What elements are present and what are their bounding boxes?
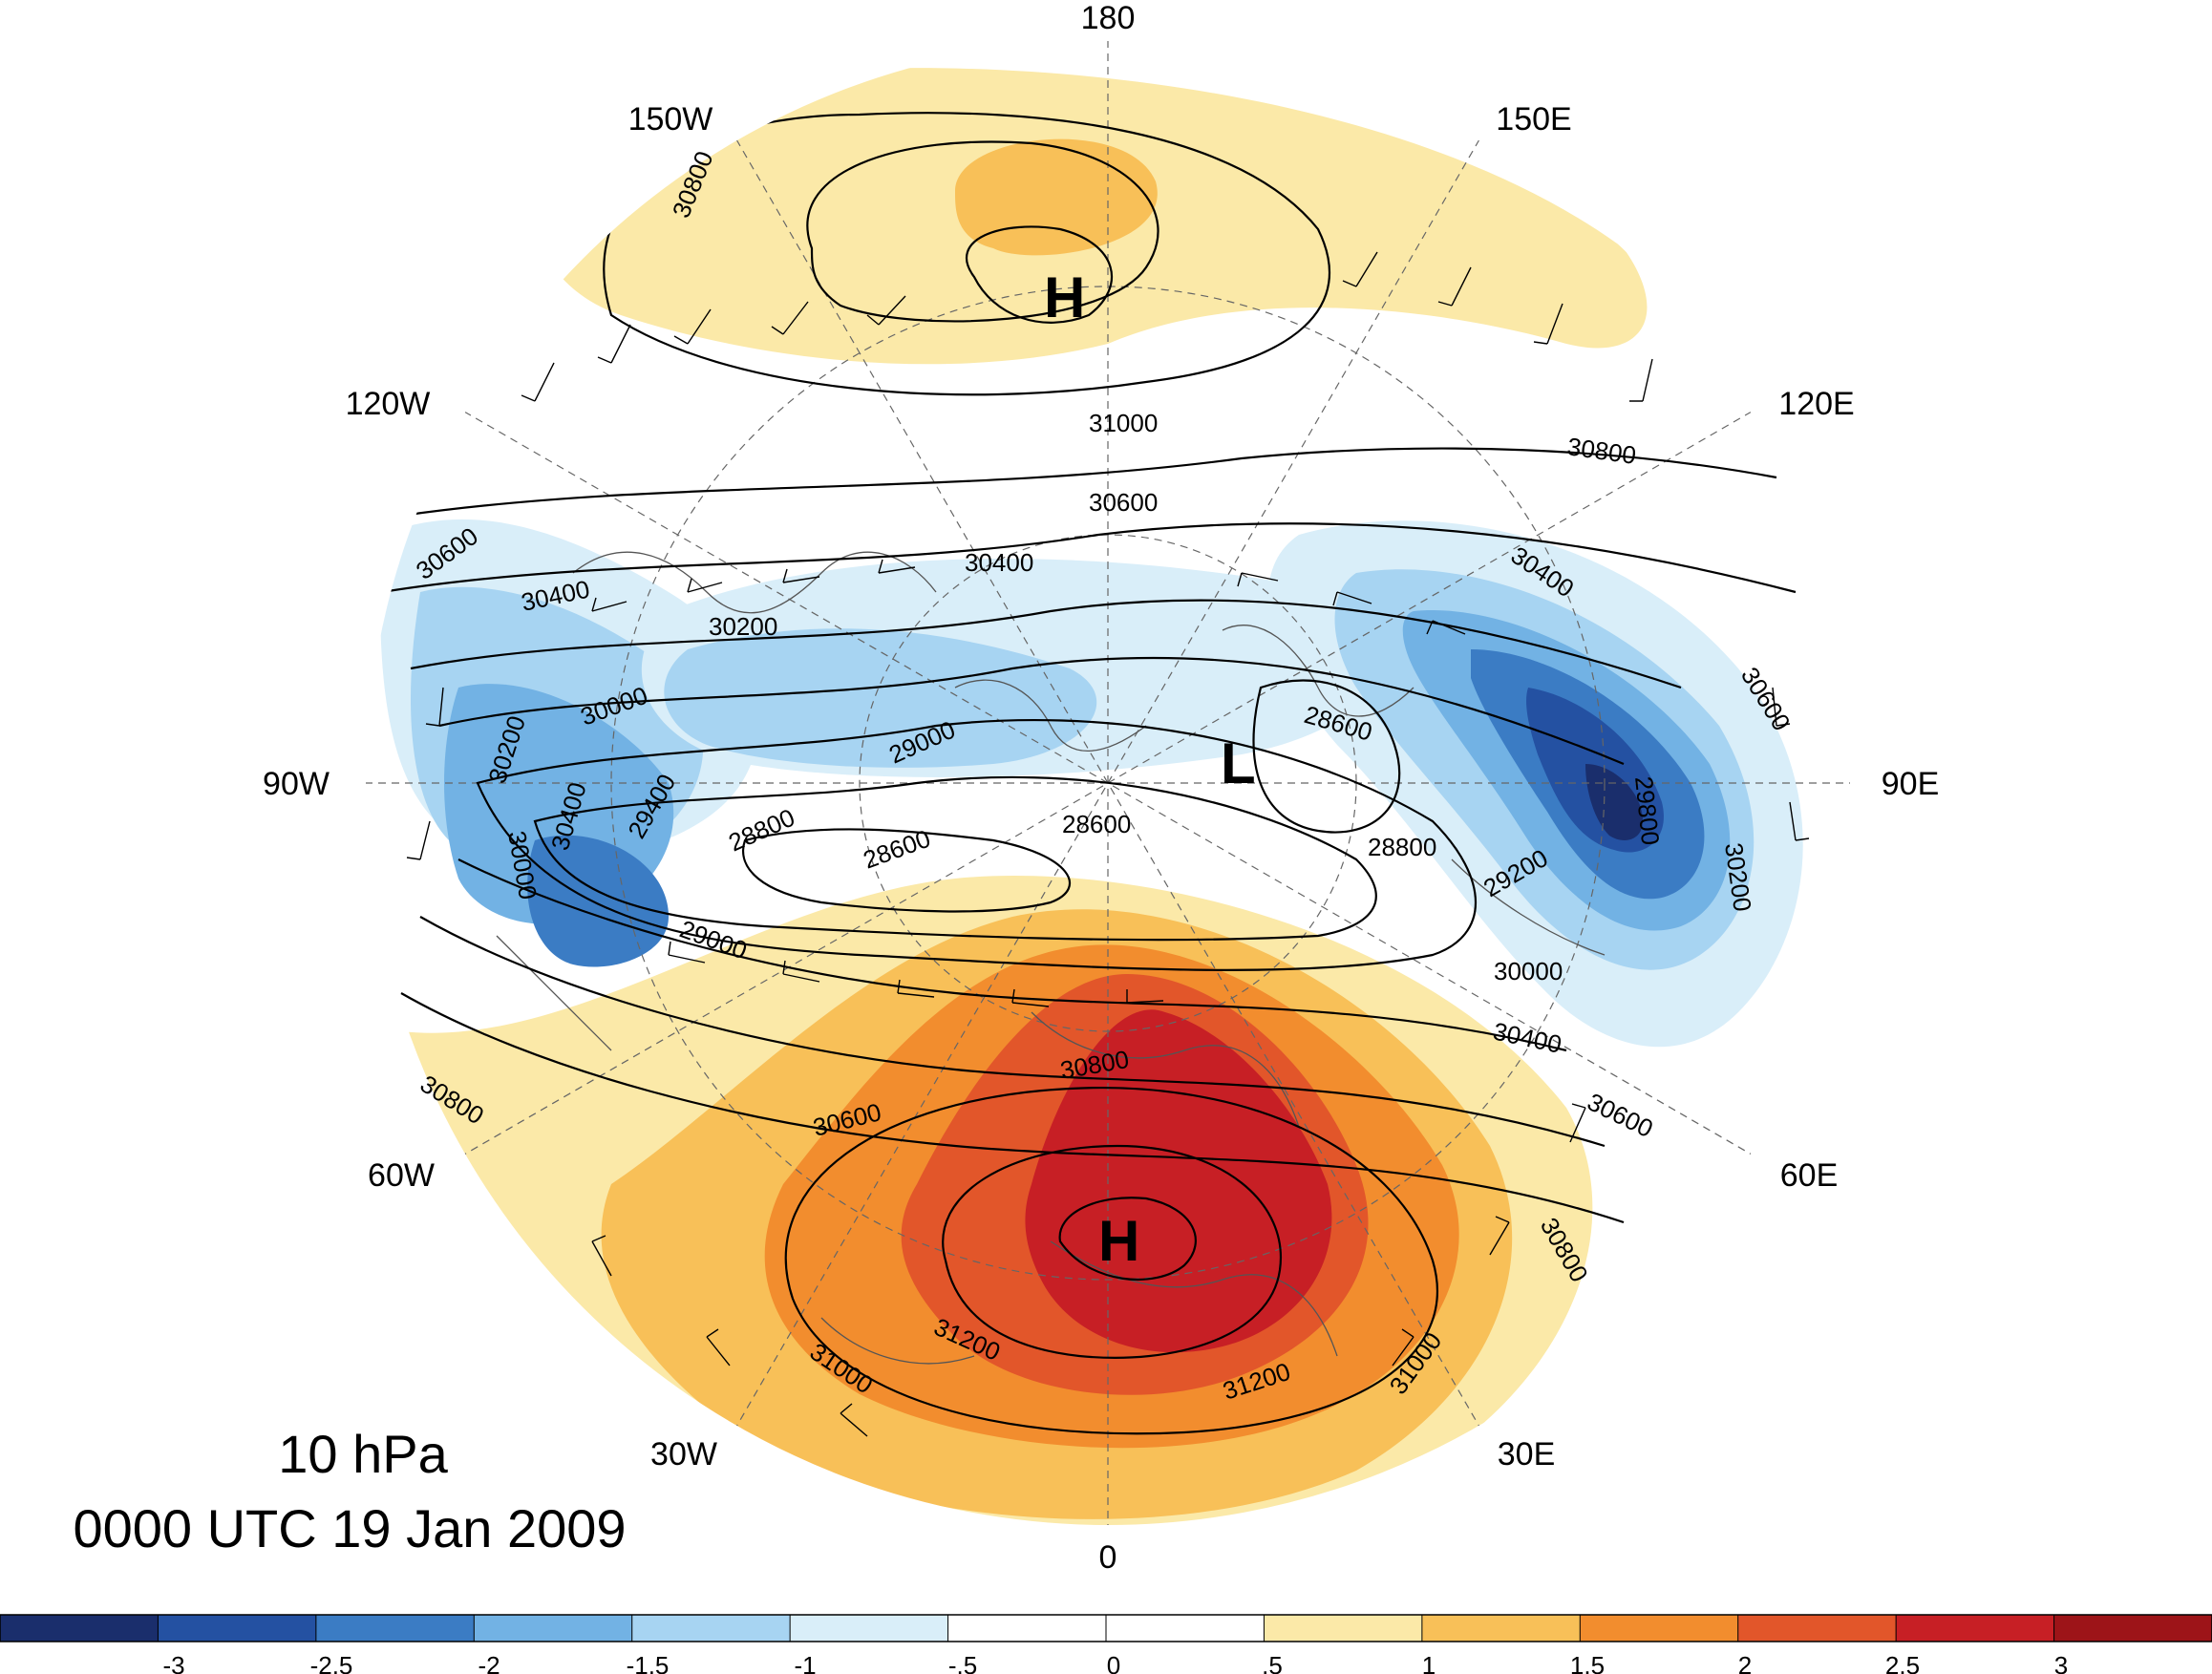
colorbar-outline <box>0 1614 2212 1642</box>
longitude-label: 90E <box>1882 766 1940 802</box>
colorbar-swatch <box>2053 1614 2212 1642</box>
colorbar-tick-label: 1.5 <box>1570 1651 1605 1674</box>
longitude-labels: 180 150E 120E 90E 60E 30E 0 30W 60W 90W … <box>263 0 1939 1576</box>
longitude-label: 180 <box>1081 0 1136 36</box>
colorbar-tick-label: -.5 <box>948 1651 977 1674</box>
colorbar-tick-label: 0 <box>1107 1651 1120 1674</box>
coastlines <box>496 551 1606 1365</box>
colorbar-swatch <box>1421 1614 1582 1642</box>
longitude-label: 120E <box>1778 386 1854 422</box>
longitude-label: 60W <box>368 1157 435 1194</box>
colorbar-swatch <box>1105 1614 1266 1642</box>
colorbar-tick-labels: -3 -2.5 -2 -1.5 -1 -.5 0 .5 1 1.5 2 2.5 … <box>162 1651 2068 1674</box>
colorbar: -3 -2.5 -2 -1.5 -1 -.5 0 .5 1 1.5 2 2.5 … <box>0 1614 2212 1674</box>
longitude-label: 150W <box>628 101 713 138</box>
contour-label: 30600 <box>1089 488 1158 517</box>
colorbar-tick-label: 3 <box>2054 1651 2068 1674</box>
contour-label: 31000 <box>1089 409 1158 437</box>
colorbar-tick-label: -3 <box>162 1651 184 1674</box>
high-pressure-center-south: H <box>1098 1209 1139 1273</box>
colorbar-tick-label: 2.5 <box>1885 1651 1920 1674</box>
contour-label: 28600 <box>1062 810 1131 838</box>
colorbar-tick-label: -1.5 <box>627 1651 670 1674</box>
longitude-label: 0 <box>1099 1539 1117 1576</box>
colorbar-swatch <box>0 1614 160 1642</box>
colorbar-swatch <box>789 1614 949 1642</box>
colorbar-swatch <box>473 1614 633 1642</box>
high-pressure-center-north: H <box>1044 265 1085 329</box>
valid-time-caption: 0000 UTC 19 Jan 2009 <box>73 1498 626 1558</box>
longitude-label: 90W <box>263 766 330 802</box>
colorbar-swatch <box>157 1614 317 1642</box>
colorbar-boxes <box>0 1614 2212 1642</box>
colorbar-swatch <box>315 1614 476 1642</box>
colorbar-swatch <box>947 1614 1107 1642</box>
longitude-label: 150E <box>1496 101 1571 138</box>
longitude-label: 30E <box>1498 1436 1556 1473</box>
colorbar-tick-label: 2 <box>1738 1651 1752 1674</box>
colorbar-swatch <box>1737 1614 1898 1642</box>
longitude-label: 60E <box>1780 1157 1839 1194</box>
contour-label: 30000 <box>1494 957 1563 985</box>
contour-label: 30400 <box>965 548 1033 577</box>
colorbar-swatch <box>1895 1614 2055 1642</box>
colorbar-tick-label: .5 <box>1262 1651 1283 1674</box>
colorbar-tick-label: -1 <box>794 1651 816 1674</box>
colorbar-swatch <box>1263 1614 1423 1642</box>
colorbar-tick-label: -2 <box>478 1651 500 1674</box>
map-disk-edge <box>364 39 1852 1527</box>
colorbar-tick-label: 1 <box>1422 1651 1436 1674</box>
colorbar-tick-label: -2.5 <box>310 1651 353 1674</box>
pressure-level-caption: 10 hPa <box>278 1424 448 1484</box>
colorbar-swatch <box>1579 1614 1739 1642</box>
low-pressure-center: L <box>1221 731 1256 795</box>
colorbar-swatch <box>631 1614 792 1642</box>
contour-label: 28800 <box>1368 833 1436 861</box>
wind-barbs <box>406 251 1810 1437</box>
longitude-label: 120W <box>346 386 431 422</box>
longitude-label: 30W <box>650 1436 717 1473</box>
contour-label: 30200 <box>709 612 777 641</box>
